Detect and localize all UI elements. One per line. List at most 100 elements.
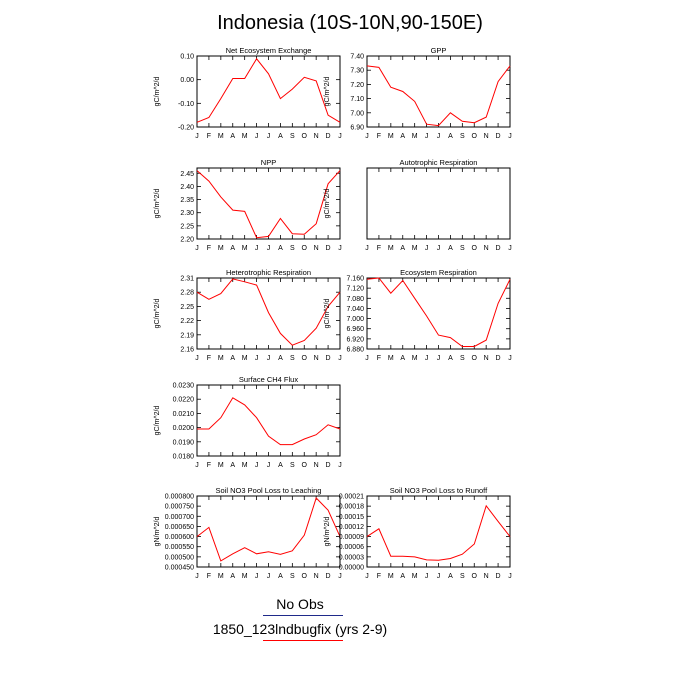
chart-title: GPP [431, 46, 447, 55]
x-tick-label: J [508, 355, 512, 362]
x-tick-label: N [484, 133, 489, 140]
legend-case-line [263, 640, 343, 641]
chart-panel: Heterotrophic Respiration gC/m^2/d 2.16 2.1… [154, 268, 342, 362]
x-tick-label: J [267, 245, 271, 252]
y-tick-label: 2.40 [180, 184, 194, 191]
y-tick-label: 7.30 [350, 68, 364, 75]
x-tick-label: N [314, 462, 319, 469]
x-tick-label: D [496, 573, 501, 580]
y-tick-label: 0.000550 [165, 544, 194, 551]
chart-title: Soil NO3 Pool Loss to Runoff [390, 486, 488, 495]
page-title: Indonesia (10S-10N,90-150E) [217, 12, 483, 34]
x-tick-label: J [255, 355, 259, 362]
x-tick-label: M [388, 573, 394, 580]
x-tick-label: A [278, 355, 283, 362]
x-tick-label: J [508, 245, 512, 252]
x-tick-label: S [290, 245, 295, 252]
y-tick-label: 0.000450 [165, 565, 194, 572]
x-tick-label: S [290, 462, 295, 469]
y-tick-label: 7.00 [350, 110, 364, 117]
x-tick-label: S [290, 133, 295, 140]
y-tick-label: 7.000 [346, 316, 364, 323]
y-tick-label: 0.00021 [339, 494, 364, 501]
x-tick-label: F [207, 462, 211, 469]
y-tick-label: 0.00 [180, 77, 194, 84]
x-tick-label: S [290, 355, 295, 362]
x-tick-label: M [388, 355, 394, 362]
x-tick-label: S [460, 355, 465, 362]
x-tick-label: M [218, 133, 224, 140]
x-tick-label: J [338, 245, 342, 252]
y-tick-label: 2.45 [180, 171, 194, 178]
x-tick-label: M [218, 573, 224, 580]
chart-title: Soil NO3 Pool Loss to Leaching [216, 486, 322, 495]
y-tick-label: 7.160 [346, 276, 364, 283]
x-tick-label: O [472, 133, 478, 140]
x-tick-label: M [242, 133, 248, 140]
x-tick-label: N [484, 245, 489, 252]
x-tick-label: D [326, 573, 331, 580]
legend-case-label: 1850_123lndbugfix (yrs 2-9) [212, 621, 388, 637]
x-tick-label: M [388, 245, 394, 252]
x-tick-label: D [326, 355, 331, 362]
plot-frame [196, 167, 341, 240]
x-tick-label: J [195, 245, 199, 252]
y-tick-label: 2.16 [180, 347, 194, 354]
x-tick-label: J [425, 133, 429, 140]
x-tick-label: A [278, 462, 283, 469]
x-tick-label: J [338, 133, 342, 140]
x-tick-label: M [242, 245, 248, 252]
x-tick-label: M [412, 133, 418, 140]
x-tick-label: N [314, 573, 319, 580]
x-tick-label: S [290, 573, 295, 580]
y-tick-label: 0.00000 [339, 565, 364, 572]
x-tick-label: J [195, 462, 199, 469]
x-tick-label: A [400, 573, 405, 580]
y-tick-label: 0.000700 [165, 514, 194, 521]
y-tick-label: 7.40 [350, 54, 364, 61]
x-tick-label: A [448, 355, 453, 362]
x-tick-label: A [448, 245, 453, 252]
y-tick-label: 0.10 [180, 54, 194, 61]
x-tick-label: J [425, 573, 429, 580]
x-tick-label: D [496, 355, 501, 362]
x-tick-label: J [338, 573, 342, 580]
chart-panel: Soil NO3 Pool Loss to Leaching gN/m^2/d 0.… [154, 486, 342, 580]
x-tick-label: N [314, 355, 319, 362]
x-tick-label: N [484, 355, 489, 362]
x-tick-label: J [365, 355, 369, 362]
x-tick-label: M [412, 573, 418, 580]
x-tick-label: J [195, 573, 199, 580]
x-tick-label: J [267, 133, 271, 140]
y-axis-label: gC/m^2/d [154, 77, 161, 107]
y-tick-label: 0.0200 [173, 425, 195, 432]
x-tick-label: J [255, 133, 259, 140]
chart-title: Ecosystem Respiration [400, 268, 477, 277]
x-tick-label: J [267, 573, 271, 580]
y-tick-label: 7.10 [350, 96, 364, 103]
y-tick-label: 2.35 [180, 197, 194, 204]
y-tick-label: 6.880 [346, 347, 364, 354]
x-tick-label: J [437, 245, 441, 252]
x-tick-label: N [314, 245, 319, 252]
x-tick-label: M [218, 245, 224, 252]
x-tick-label: A [400, 355, 405, 362]
x-tick-label: O [472, 245, 478, 252]
series-line [196, 170, 341, 239]
x-tick-label: D [496, 245, 501, 252]
series-line [366, 65, 511, 127]
y-tick-label: 2.20 [180, 237, 194, 244]
x-tick-label: J [365, 133, 369, 140]
x-tick-label: A [278, 133, 283, 140]
chart-title: Heterotrophic Respiration [226, 268, 311, 277]
x-tick-label: S [460, 245, 465, 252]
x-tick-label: J [365, 573, 369, 580]
x-tick-label: A [230, 133, 235, 140]
x-tick-label: J [195, 355, 199, 362]
x-tick-label: F [207, 245, 211, 252]
y-tick-label: 0.00018 [339, 504, 364, 511]
y-tick-label: 2.25 [180, 304, 194, 311]
chart-title: Surface CH4 Flux [239, 375, 298, 384]
